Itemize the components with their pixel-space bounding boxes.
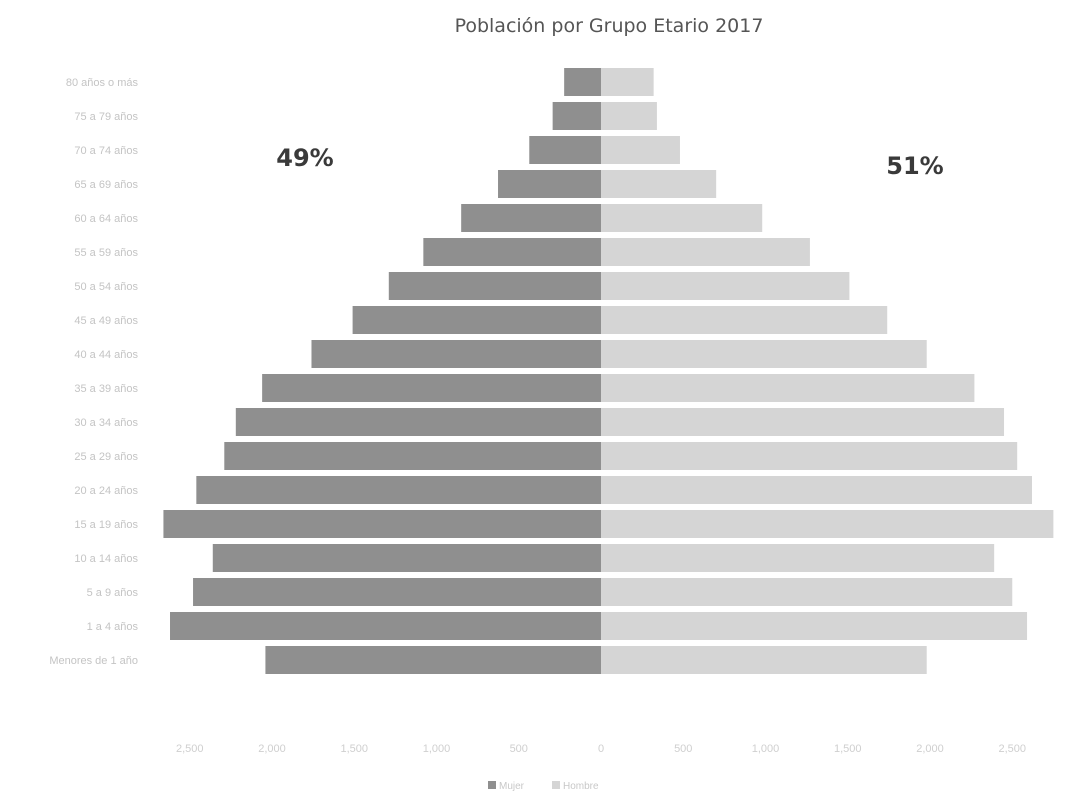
x-tick-label: 2,000	[258, 743, 286, 755]
bar-mujer	[564, 68, 601, 96]
bar-mujer	[311, 340, 601, 368]
bar-mujer	[529, 136, 601, 164]
bar-hombre	[601, 68, 654, 96]
bar-mujer	[212, 544, 601, 572]
x-tick-label: 0	[598, 743, 604, 755]
x-tick-label: 1,000	[752, 743, 780, 755]
x-tick-label: 2,500	[998, 743, 1026, 755]
category-label: Menores de 1 año	[49, 655, 138, 667]
bar-hombre	[601, 272, 850, 300]
mujer-percent-label: 49%	[276, 144, 333, 172]
category-label: 25 a 29 años	[74, 451, 138, 463]
category-label: 60 a 64 años	[74, 213, 138, 225]
bar-mujer	[224, 442, 602, 470]
legend: Mujer Hombre	[488, 781, 599, 792]
category-label: 5 a 9 años	[87, 587, 139, 599]
category-label: 40 a 44 años	[74, 349, 138, 361]
bar-mujer	[388, 272, 601, 300]
category-label: 55 a 59 años	[74, 247, 138, 259]
category-label: 80 años o más	[66, 77, 139, 89]
bar-mujer	[262, 374, 601, 402]
bars-group	[163, 68, 1054, 674]
bar-hombre	[601, 238, 810, 266]
bar-hombre	[601, 102, 657, 130]
x-tick-label: 2,000	[916, 743, 944, 755]
category-label: 65 a 69 años	[74, 179, 138, 191]
category-label: 75 a 79 años	[74, 111, 138, 123]
bar-mujer	[196, 476, 601, 504]
chart-title: Población por Grupo Etario 2017	[455, 15, 764, 37]
bar-mujer	[265, 646, 601, 674]
category-label: 70 a 74 años	[74, 145, 138, 157]
bar-mujer	[352, 306, 601, 334]
bar-hombre	[601, 306, 888, 334]
bar-hombre	[601, 442, 1018, 470]
category-labels: 80 años o más 75 a 79 años 70 a 74 años 65 …	[49, 77, 138, 667]
category-label: 50 a 54 años	[74, 281, 138, 293]
bar-mujer	[235, 408, 601, 436]
legend-swatch	[488, 781, 496, 789]
bar-hombre	[601, 374, 975, 402]
x-axis-tick-labels: 2,500 2,000 1,500 1,000 500 0 500 1,000 1,500 2,0…	[176, 743, 1026, 755]
bar-hombre	[601, 544, 995, 572]
bar-hombre	[601, 136, 680, 164]
bar-hombre	[601, 646, 927, 674]
x-tick-label: 2,500	[176, 743, 204, 755]
bar-mujer	[163, 510, 601, 538]
bar-hombre	[601, 612, 1028, 640]
category-label: 1 a 4 años	[87, 621, 139, 633]
legend-label: Hombre	[563, 781, 599, 792]
hombre-percent-label: 51%	[886, 152, 943, 180]
legend-swatch	[552, 781, 560, 789]
x-tick-label: 500	[510, 743, 528, 755]
category-label: 35 a 39 años	[74, 383, 138, 395]
category-label: 10 a 14 años	[74, 553, 138, 565]
bar-hombre	[601, 340, 927, 368]
category-label: 20 a 24 años	[74, 485, 138, 497]
category-label: 15 a 19 años	[74, 519, 138, 531]
x-tick-label: 1,000	[423, 743, 451, 755]
bar-mujer	[193, 578, 602, 606]
bar-mujer	[423, 238, 601, 266]
bar-hombre	[601, 476, 1032, 504]
bar-mujer	[461, 204, 601, 232]
x-tick-label: 1,500	[340, 743, 368, 755]
category-label: 30 a 34 años	[74, 417, 138, 429]
bar-mujer	[170, 612, 601, 640]
category-label: 45 a 49 años	[74, 315, 138, 327]
bar-hombre	[601, 578, 1013, 606]
legend-label: Mujer	[499, 781, 525, 792]
bar-hombre	[601, 510, 1054, 538]
bar-hombre	[601, 170, 717, 198]
x-tick-label: 1,500	[834, 743, 862, 755]
bar-mujer	[552, 102, 601, 130]
bar-hombre	[601, 408, 1005, 436]
x-tick-label: 500	[674, 743, 692, 755]
bar-mujer	[498, 170, 601, 198]
bar-hombre	[601, 204, 763, 232]
